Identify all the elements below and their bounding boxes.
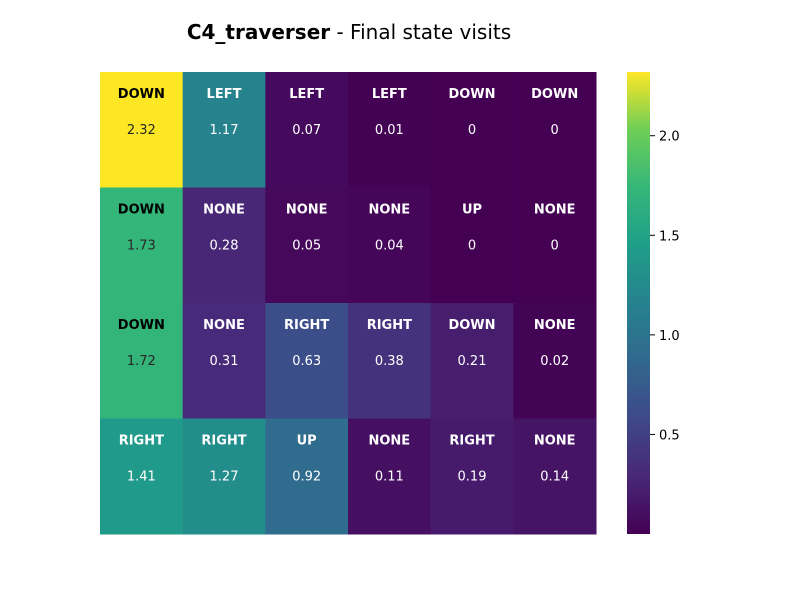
cell-value-label: 0.19 (458, 470, 487, 485)
chart-title: C4_traverser - Final state visits (0, 20, 698, 44)
cell-action-label: NONE (203, 203, 245, 218)
heatmap-cell (182, 72, 266, 188)
heatmap-cell (430, 303, 514, 419)
cell-value-label: 0.07 (292, 123, 321, 138)
heatmap-cell (182, 418, 266, 535)
cell-action-label: DOWN (118, 203, 165, 218)
colorbar-tick-label: 2.0 (659, 130, 680, 145)
cell-value-label: 0.14 (540, 470, 569, 485)
cell-action-label: RIGHT (367, 318, 412, 333)
cell-value-label: 0.92 (292, 470, 321, 485)
cell-action-label: RIGHT (284, 318, 329, 333)
cell-action-label: NONE (203, 318, 245, 333)
heatmap-cell (182, 187, 266, 304)
cell-value-label: 1.17 (210, 123, 239, 138)
heatmap-cell (513, 187, 597, 304)
chart-title-bold: C4_traverser (186, 20, 331, 44)
heatmap-cell (265, 418, 349, 535)
cell-value-label: 1.41 (127, 470, 156, 485)
cell-action-label: DOWN (531, 87, 578, 102)
cell-action-label: LEFT (372, 87, 407, 102)
cell-value-label: 1.72 (127, 354, 156, 369)
cell-value-label: 0.11 (375, 470, 404, 485)
cell-action-label: DOWN (118, 87, 165, 102)
cell-action-label: NONE (534, 203, 576, 218)
heatmap-cell (265, 187, 349, 304)
cell-value-label: 0 (468, 239, 476, 254)
cell-action-label: UP (462, 203, 482, 218)
heatmap-cell (100, 418, 184, 535)
heatmap-cell (348, 418, 432, 535)
cell-action-label: DOWN (448, 318, 495, 333)
cell-action-label: NONE (534, 434, 576, 449)
cell-value-label: 0.04 (375, 239, 404, 254)
heatmap-cell (100, 187, 184, 304)
cell-value-label: 0 (468, 123, 476, 138)
colorbar-tick-label: 1.0 (659, 329, 680, 344)
chart-title-rest: - Final state visits (330, 20, 512, 44)
cell-action-label: UP (297, 434, 317, 449)
heatmap-cell (265, 303, 349, 419)
cell-action-label: NONE (534, 318, 576, 333)
heatmap-cell (100, 72, 184, 188)
colorbar-gradient (627, 72, 650, 534)
heatmap-cell (348, 303, 432, 419)
cell-action-label: NONE (286, 203, 328, 218)
cell-value-label: 0.38 (375, 354, 404, 369)
heatmap-cell (430, 72, 514, 188)
cell-value-label: 0.05 (292, 239, 321, 254)
cell-value-label: 0 (551, 123, 559, 138)
heatmap-cell (513, 72, 597, 188)
heatmap-cell (430, 187, 514, 304)
heatmap-cell (513, 418, 597, 535)
cell-action-label: RIGHT (201, 434, 246, 449)
cell-action-label: DOWN (448, 87, 495, 102)
heatmap-cell (513, 303, 597, 419)
cell-action-label: DOWN (118, 318, 165, 333)
cell-action-label: NONE (368, 203, 410, 218)
cell-value-label: 1.27 (210, 470, 239, 485)
cell-value-label: 1.73 (127, 239, 156, 254)
heatmap-cell (100, 303, 184, 419)
cell-action-label: LEFT (289, 87, 324, 102)
colorbar-tick-label: 0.5 (659, 428, 680, 443)
cell-action-label: RIGHT (119, 434, 164, 449)
cell-value-label: 0.21 (458, 354, 487, 369)
cell-value-label: 0.63 (292, 354, 321, 369)
cell-action-label: RIGHT (449, 434, 494, 449)
heatmap-cell (265, 72, 349, 188)
cell-value-label: 0.01 (375, 123, 404, 138)
cell-value-label: 0.31 (210, 354, 239, 369)
cell-action-label: NONE (368, 434, 410, 449)
cell-value-label: 0.02 (540, 354, 569, 369)
colorbar: 0.5 1.0 1.5 2.0 (627, 72, 680, 534)
cell-value-label: 2.32 (127, 123, 156, 138)
heatmap-cells: DOWN 2.32 LEFT 1.17 LEFT 0.07 LEFT 0.01 DOWN 0 DOW… (100, 72, 597, 535)
cell-value-label: 0.28 (210, 239, 239, 254)
cell-value-label: 0 (551, 239, 559, 254)
colorbar-tick-label: 1.5 (659, 229, 680, 244)
heatmap-cell (182, 303, 266, 419)
heatmap-cell (348, 72, 432, 188)
cell-action-label: LEFT (207, 87, 242, 102)
heatmap-cell (430, 418, 514, 535)
heatmap-cell (348, 187, 432, 304)
